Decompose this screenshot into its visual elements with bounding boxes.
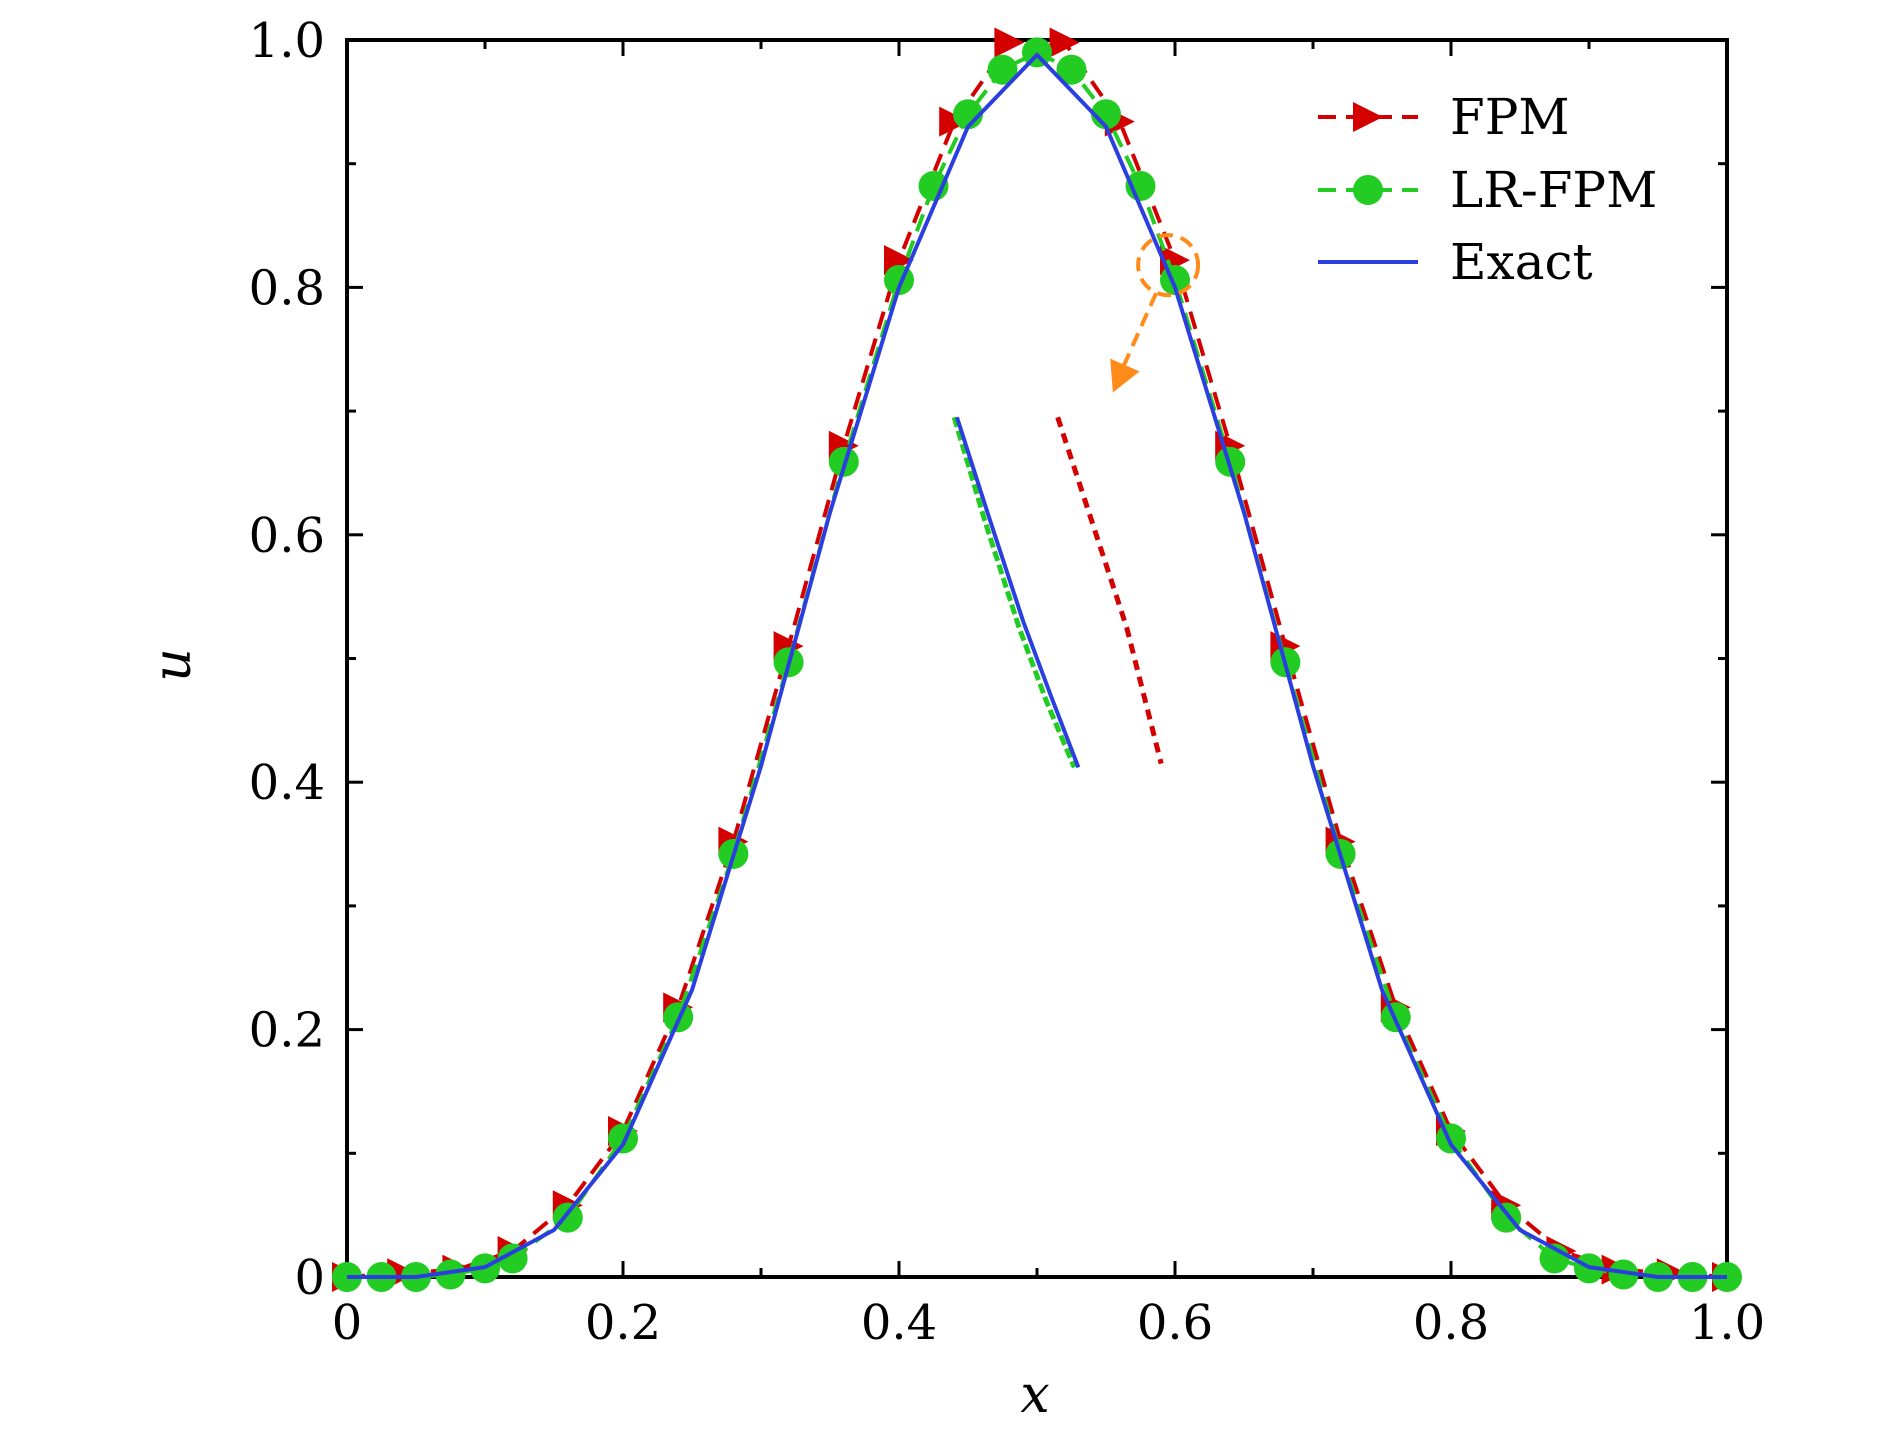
lr-fpm-marker — [1022, 37, 1052, 68]
fpm-marker — [1049, 27, 1080, 58]
zoom-arrow-head — [1110, 358, 1140, 393]
legend-label: FPM — [1450, 88, 1570, 146]
lr-fpm-marker — [497, 1243, 528, 1274]
zoom-arrow-line — [1117, 292, 1158, 378]
lr-fpm-marker — [953, 99, 983, 130]
lr-fpm-marker — [1436, 1123, 1466, 1154]
x-tick-label: 0 — [332, 1295, 363, 1351]
legend-marker — [1353, 102, 1383, 132]
x-tick-label: 0.2 — [585, 1295, 661, 1351]
lr-fpm-marker — [987, 54, 1018, 85]
zoom-marker-circle — [1136, 233, 1201, 298]
y-tick-label: 0.8 — [249, 260, 325, 316]
lr-fpm-marker — [435, 1259, 466, 1290]
legend-marker — [1353, 175, 1383, 205]
x-tick-label: 0.4 — [861, 1295, 937, 1351]
lr-fpm-marker — [608, 1123, 638, 1154]
lr-fpm-marker — [1608, 1259, 1639, 1290]
fpm-marker — [994, 27, 1025, 58]
lr-fpm-marker — [1056, 54, 1087, 85]
legend-label: Exact — [1450, 233, 1593, 291]
x-tick-label: 0.6 — [1137, 1295, 1213, 1351]
y-tick-label: 0 — [294, 1250, 325, 1306]
lr-fpm-marker — [1091, 99, 1121, 130]
x-tick-label: 1.0 — [1689, 1295, 1765, 1351]
y-tick-label: 0.6 — [249, 508, 325, 564]
y-axis-label: u — [143, 648, 203, 682]
x-tick-label: 0.8 — [1413, 1295, 1489, 1351]
inset-exact-line — [955, 416, 1081, 769]
y-tick-label: 1.0 — [249, 13, 325, 69]
inset-fpm-line — [1055, 416, 1164, 765]
legend: FPM LR-FPM Exact — [1318, 88, 1657, 291]
inset-lr-fpm-line — [951, 416, 1077, 769]
fpm-marker — [939, 106, 970, 137]
plot-layer: 0 0.2 0.4 0.6 0.8 1.0 0 0.2 0.4 0.6 0.8 1.0 FPM LR-FP… — [249, 13, 1766, 1351]
x-axis-label: x — [1020, 1365, 1049, 1425]
y-tick-label: 0.2 — [249, 1003, 325, 1059]
y-tick-label: 0.4 — [249, 755, 325, 811]
legend-label: LR-FPM — [1450, 161, 1657, 219]
exact-line — [347, 52, 1727, 1279]
